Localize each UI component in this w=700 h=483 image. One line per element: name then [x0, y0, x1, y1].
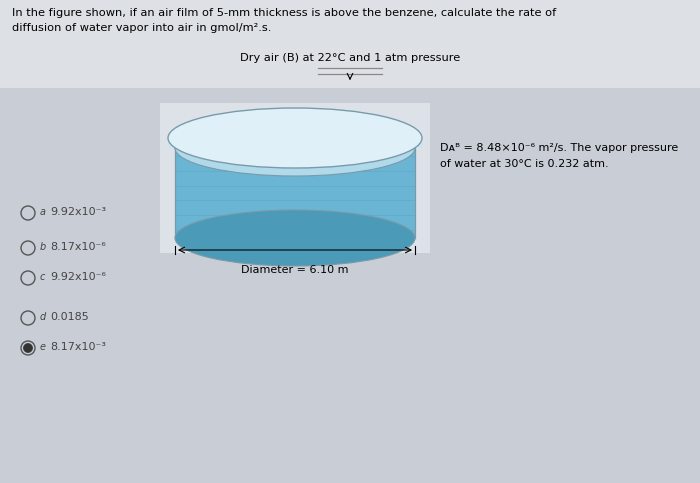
Text: e: e [40, 342, 46, 352]
Text: 9.92x10⁻³: 9.92x10⁻³ [50, 207, 106, 217]
Text: d: d [40, 312, 46, 322]
Text: 9.92x10⁻⁶: 9.92x10⁻⁶ [50, 272, 106, 282]
Text: Dry air (B) at 22°C and 1 atm pressure: Dry air (B) at 22°C and 1 atm pressure [240, 53, 460, 63]
Text: Diameter = 6.10 m: Diameter = 6.10 m [241, 265, 349, 275]
Text: In the figure shown, if an air film of 5-mm thickness is above the benzene, calc: In the figure shown, if an air film of 5… [12, 8, 556, 18]
Ellipse shape [175, 210, 415, 266]
Bar [175, 148, 415, 238]
Text: a: a [40, 207, 46, 217]
Text: 0.0185: 0.0185 [50, 312, 89, 322]
Ellipse shape [168, 108, 422, 168]
Circle shape [24, 343, 32, 353]
Text: of water at 30°C is 0.232 atm.: of water at 30°C is 0.232 atm. [440, 159, 608, 169]
Ellipse shape [175, 120, 415, 176]
Bar [0, 0, 700, 88]
Bar [168, 138, 422, 148]
Text: c: c [40, 272, 46, 282]
Text: diffusion of water vapor into air in gmol/m².s.: diffusion of water vapor into air in gmo… [12, 23, 272, 33]
Text: 8.17x10⁻³: 8.17x10⁻³ [50, 342, 106, 352]
Text: 8.17x10⁻⁶: 8.17x10⁻⁶ [50, 242, 106, 252]
Bar [160, 103, 430, 253]
Text: Dᴀᴮ = 8.48×10⁻⁶ m²/s. The vapor pressure: Dᴀᴮ = 8.48×10⁻⁶ m²/s. The vapor pressure [440, 143, 678, 153]
Text: b: b [40, 242, 46, 252]
